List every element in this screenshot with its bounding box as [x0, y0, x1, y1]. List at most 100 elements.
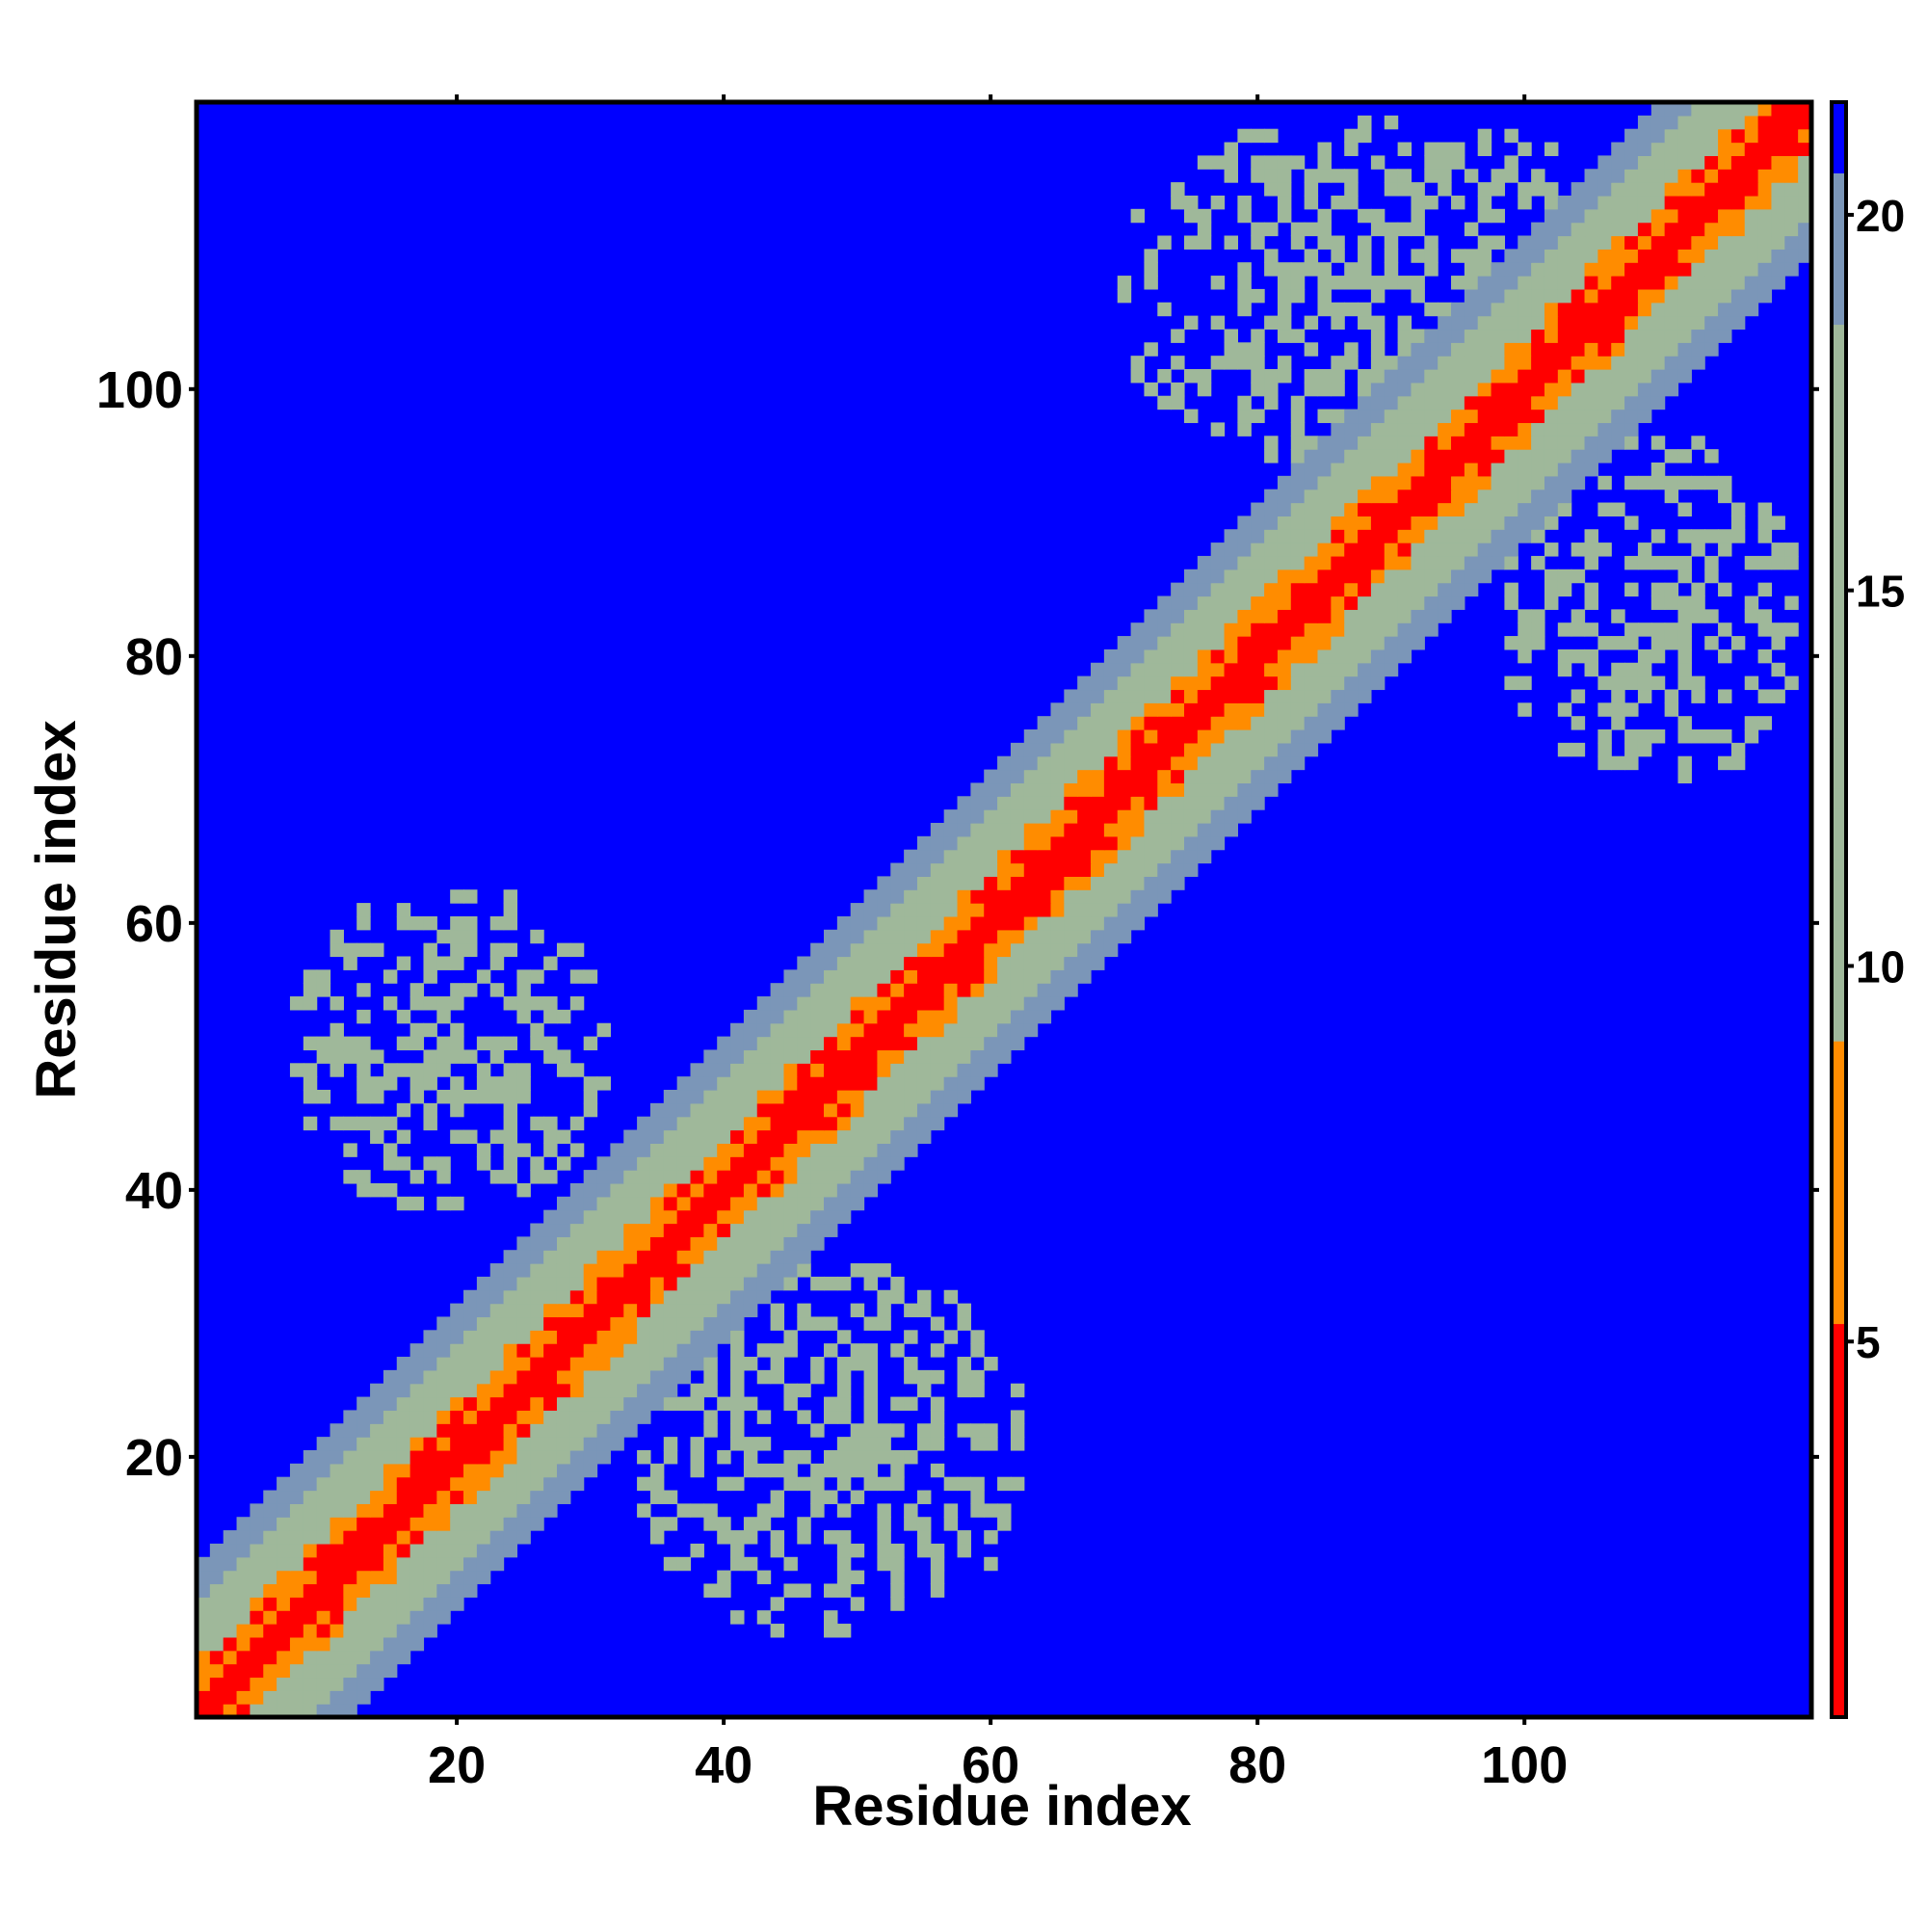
heatmap-cell [703, 1343, 718, 1358]
heatmap-cell [1664, 235, 1679, 250]
colorbar-segment [1832, 1485, 1846, 1496]
heatmap-cell [396, 1449, 411, 1465]
heatmap-cell [1264, 702, 1279, 717]
heatmap-cell [383, 1597, 398, 1611]
heatmap-cell [1518, 675, 1532, 691]
heatmap-cell [383, 1517, 398, 1531]
heatmap-cell [623, 1250, 638, 1264]
heatmap-cell [1411, 582, 1425, 597]
heatmap-cell [1451, 502, 1465, 516]
heatmap-cell [1677, 342, 1692, 357]
heatmap-cell [556, 1330, 571, 1344]
heatmap-cell [970, 1049, 985, 1064]
heatmap-cell [770, 1263, 785, 1278]
heatmap-cell [1557, 276, 1572, 290]
heatmap-cell [1224, 755, 1238, 771]
heatmap-cell [1650, 529, 1666, 543]
heatmap-cell [1424, 449, 1439, 463]
heatmap-cell [1637, 128, 1652, 144]
heatmap-cell [463, 1449, 478, 1465]
heatmap-cell [543, 1036, 558, 1051]
heatmap-cell [824, 969, 838, 984]
heatmap-cell [1358, 648, 1372, 664]
heatmap-cell [1451, 249, 1465, 263]
heatmap-cell [1157, 395, 1172, 410]
heatmap-cell [1464, 315, 1479, 331]
heatmap-cell [957, 1543, 971, 1558]
heatmap-cell [957, 942, 971, 958]
heatmap-cell [1304, 315, 1319, 331]
heatmap-cell [676, 1369, 692, 1385]
heatmap-cell [489, 956, 505, 970]
heatmap-cell [1691, 582, 1705, 597]
heatmap-cell [877, 1143, 891, 1157]
heatmap-cell [1290, 702, 1306, 717]
heatmap-cell [370, 1556, 384, 1572]
colorbar-segment [1832, 1495, 1846, 1506]
heatmap-cell [1344, 543, 1359, 557]
heatmap-cell [209, 1690, 224, 1705]
heatmap-cell [450, 1449, 464, 1465]
heatmap-cell [797, 1089, 811, 1104]
heatmap-cell [1798, 195, 1812, 210]
heatmap-cell [1331, 489, 1345, 504]
heatmap-cell [1584, 288, 1598, 304]
heatmap-cell [463, 1543, 478, 1558]
heatmap-cell [1584, 169, 1598, 183]
heatmap-cell [503, 1250, 518, 1264]
heatmap-cell [1117, 903, 1132, 917]
heatmap-cell [1611, 208, 1625, 224]
heatmap-cell [1157, 809, 1172, 824]
heatmap-cell [1624, 195, 1639, 210]
heatmap-cell [370, 942, 384, 958]
heatmap-cell [1331, 543, 1345, 557]
heatmap-cell [1438, 543, 1452, 557]
heatmap-cell [836, 1156, 852, 1171]
heatmap-cell [1624, 276, 1639, 290]
heatmap-cell [756, 996, 772, 1011]
heatmap-cell [1251, 769, 1265, 784]
heatmap-cell [1251, 128, 1265, 144]
heatmap-cell [984, 1556, 998, 1572]
colorbar-segment [1832, 969, 1846, 981]
heatmap-cell [1117, 849, 1132, 864]
heatmap-cell [1290, 569, 1306, 584]
heatmap-cell [1331, 475, 1345, 490]
heatmap-cell [463, 1129, 478, 1144]
heatmap-cell [663, 1517, 678, 1531]
heatmap-cell [649, 1170, 665, 1184]
heatmap-cell [1370, 502, 1386, 516]
heatmap-cell [1438, 436, 1452, 450]
heatmap-cell [263, 1690, 277, 1705]
heatmap-cell [863, 1449, 879, 1465]
heatmap-cell [984, 1503, 998, 1518]
heatmap-cell [877, 1102, 891, 1118]
colorbar-segment [1832, 1273, 1846, 1284]
heatmap-cell [383, 1143, 398, 1157]
heatmap-cell [1757, 155, 1773, 170]
heatmap-cell [1091, 662, 1105, 677]
heatmap-cell [797, 1129, 811, 1144]
heatmap-cell [863, 969, 879, 984]
heatmap-cell [1130, 862, 1146, 877]
heatmap-cell [957, 915, 971, 931]
heatmap-cell [209, 1543, 224, 1558]
heatmap-cell [423, 1022, 437, 1038]
heatmap-cell [463, 1410, 478, 1424]
heatmap-cell [663, 1236, 678, 1251]
heatmap-cell [1637, 662, 1652, 677]
heatmap-cell [1664, 222, 1679, 237]
heatmap-cell [1358, 382, 1372, 397]
heatmap-cell [1744, 155, 1759, 170]
heatmap-cell [1557, 288, 1572, 304]
heatmap-cell [250, 1556, 264, 1572]
colorbar-segment [1832, 748, 1846, 759]
heatmap-cell [1370, 648, 1386, 664]
heatmap-cell [1397, 409, 1412, 424]
heatmap-cell [824, 1449, 838, 1465]
heatmap-cell [1224, 689, 1238, 703]
heatmap-cell [583, 1089, 598, 1104]
heatmap-cell [797, 1076, 811, 1091]
heatmap-cell [543, 1490, 558, 1504]
